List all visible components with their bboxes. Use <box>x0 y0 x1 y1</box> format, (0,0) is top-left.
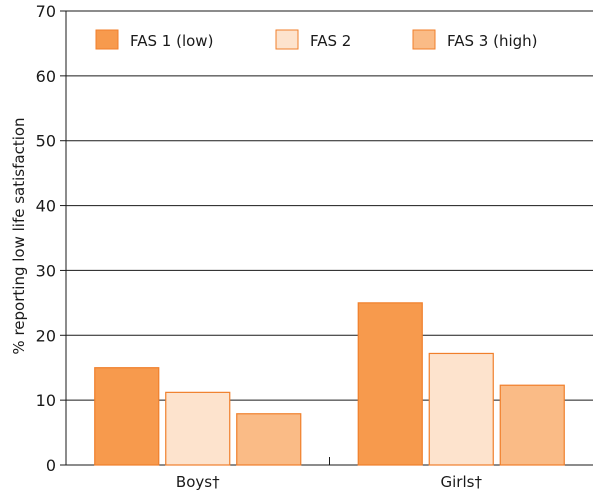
legend-label: FAS 3 (high) <box>447 32 538 50</box>
x-category-label: Girls† <box>441 473 483 491</box>
gridlines <box>66 10 593 401</box>
y-tick-label: 40 <box>36 197 56 216</box>
y-tick-label: 20 <box>36 326 56 345</box>
legend: FAS 1 (low) FAS 2 FAS 3 (high) <box>95 29 538 50</box>
bars <box>94 302 565 466</box>
y-tick-label: 0 <box>46 456 56 475</box>
y-tick-label: 10 <box>36 391 56 410</box>
y-tick-label: 50 <box>36 132 56 151</box>
bar-fas-2-girls <box>428 352 494 466</box>
legend-swatch <box>412 29 436 50</box>
legend-label: FAS 2 <box>310 32 351 50</box>
bar-fas-1-low-girls <box>357 302 423 466</box>
x-category-label: Boys† <box>176 473 220 491</box>
y-axis-label: % reporting low life satisfaction <box>10 117 28 354</box>
y-axis-ticks: 0 10 20 30 40 50 60 70 <box>36 2 66 475</box>
y-tick-label: 30 <box>36 261 56 280</box>
legend-swatch <box>275 29 299 50</box>
bar-fas-1-low-boys <box>94 367 160 466</box>
y-tick-label: 60 <box>36 67 56 86</box>
bar-fas-3-high-boys <box>236 413 302 466</box>
legend-swatch <box>95 29 119 50</box>
bar-fas-3-high-girls <box>499 384 565 466</box>
bar-fas-2-boys <box>165 391 231 466</box>
y-tick-label: 70 <box>36 2 56 21</box>
legend-label: FAS 1 (low) <box>130 32 213 50</box>
category-labels: Boys† Girls† <box>176 473 483 491</box>
